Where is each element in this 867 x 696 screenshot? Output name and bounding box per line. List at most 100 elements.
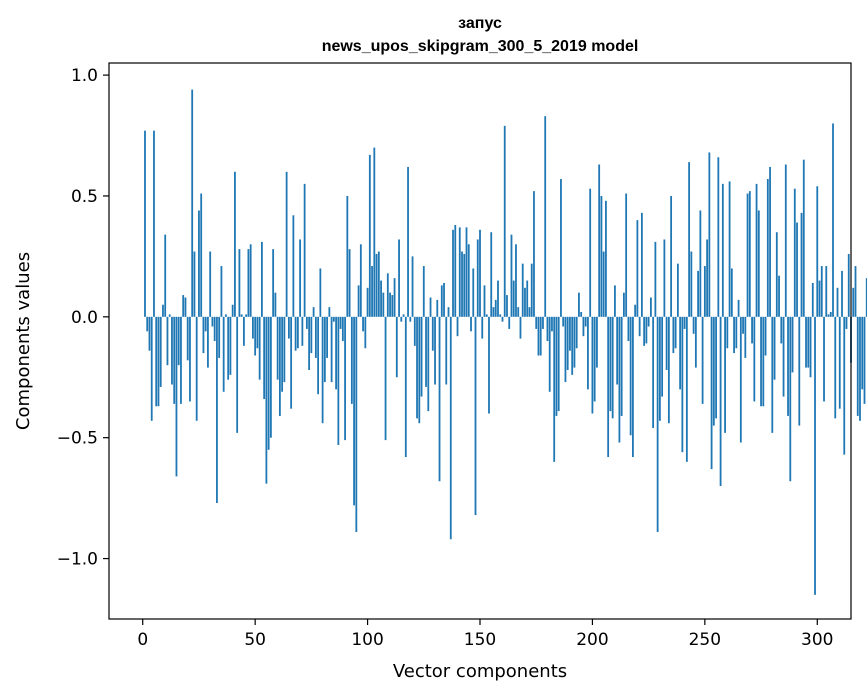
bar-component-59 [274,292,277,317]
bar-component-179 [544,116,547,317]
bar-component-175 [535,316,538,329]
bar-component-133 [440,285,443,317]
bar-component-118 [407,166,409,317]
bar-component-258 [721,183,724,317]
bar-component-67 [292,215,295,317]
bar-component-52 [258,316,261,380]
bar-component-216 [627,316,630,341]
y-tick-label: 1.0 [71,66,98,86]
bar-component-20 [186,316,189,361]
bar-component-230 [658,316,661,421]
bar-component-33 [216,316,218,503]
bar-component-58 [272,249,275,317]
bar-component-32 [213,316,216,341]
bar-component-101 [368,154,371,317]
bar-component-219 [634,304,637,317]
bar-component-156 [492,307,495,317]
bar-component-185 [557,316,560,412]
bar-component-209 [611,316,614,419]
bar-component-197 [584,316,587,327]
bar-component-69 [296,316,299,349]
bar-component-89 [341,316,344,341]
bar-component-262 [730,268,733,317]
bar-component-228 [654,241,657,317]
bar-component-223 [643,316,646,346]
bar-component-180 [546,316,549,341]
bar-component-171 [526,280,529,317]
bar-component-198 [587,316,589,390]
bar-component-276 [762,316,765,407]
bar-component-63 [283,316,286,383]
bar-component-121 [413,316,416,346]
bar-component-279 [769,166,771,317]
bar-component-135 [445,316,448,385]
bar-component-44 [240,314,243,317]
bar-component-260 [726,316,729,349]
y-tick-label: −1.0 [57,550,98,570]
bar-component-17 [180,316,182,404]
bar-component-6 [155,316,158,407]
bar-component-237 [674,316,677,349]
bar-component-183 [553,316,556,462]
bar-component-30 [209,251,212,317]
bar-component-187 [562,316,565,327]
bar-component-129 [431,316,434,351]
bar-component-106 [380,280,382,317]
bar-component-56 [267,316,270,450]
bar-component-42 [236,316,239,433]
bar-component-79 [319,268,322,317]
bar-component-49 [252,316,254,339]
bar-component-158 [497,280,499,317]
bar-component-281 [773,316,776,380]
bar-component-220 [636,220,639,317]
bar-component-143 [463,253,466,317]
bar-component-47 [247,249,250,317]
bar-component-81 [323,316,326,383]
bar-component-23 [193,251,196,317]
bar-component-12 [168,314,171,317]
bar-component-160 [501,316,504,322]
bar-component-208 [609,316,612,412]
bar-component-259 [724,316,726,433]
bar-component-131 [436,299,439,317]
bar-component-22 [191,89,194,317]
bar-component-150 [479,229,481,317]
bar-component-152 [483,285,486,317]
bar-component-200 [591,316,594,414]
x-tick-label: 300 [801,630,833,650]
bar-component-269 [746,193,749,317]
bar-component-2 [146,316,149,332]
bar-component-46 [245,314,248,317]
bar-component-167 [517,307,520,317]
bar-component-272 [753,316,756,402]
bar-component-288 [789,316,792,482]
bar-component-289 [791,316,794,373]
bar-component-322 [865,278,867,317]
bar-component-275 [760,316,762,407]
bar-component-193 [575,316,578,349]
bar-component-256 [717,157,720,317]
bar-component-306 [829,311,832,317]
bar-component-90 [344,316,346,441]
x-tick-label: 250 [689,630,721,650]
bar-component-240 [681,316,684,453]
bar-component-308 [834,316,837,419]
bar-component-211 [616,316,619,385]
bar-component-291 [796,222,798,317]
bar-component-172 [528,307,531,317]
bar-component-304 [825,266,828,317]
bar-component-82 [326,316,328,358]
bar-component-189 [566,316,569,371]
bar-component-21 [189,316,191,402]
bar-component-110 [389,292,391,317]
bar-component-34 [218,316,221,358]
bar-component-1 [144,130,146,317]
bar-component-88 [339,316,342,329]
bar-component-43 [238,249,241,317]
bar-component-10 [164,234,167,317]
bar-component-35 [220,266,223,317]
bar-component-204 [600,195,603,317]
chart-title-line-1: запус [458,15,502,32]
bar-component-8 [159,316,162,387]
